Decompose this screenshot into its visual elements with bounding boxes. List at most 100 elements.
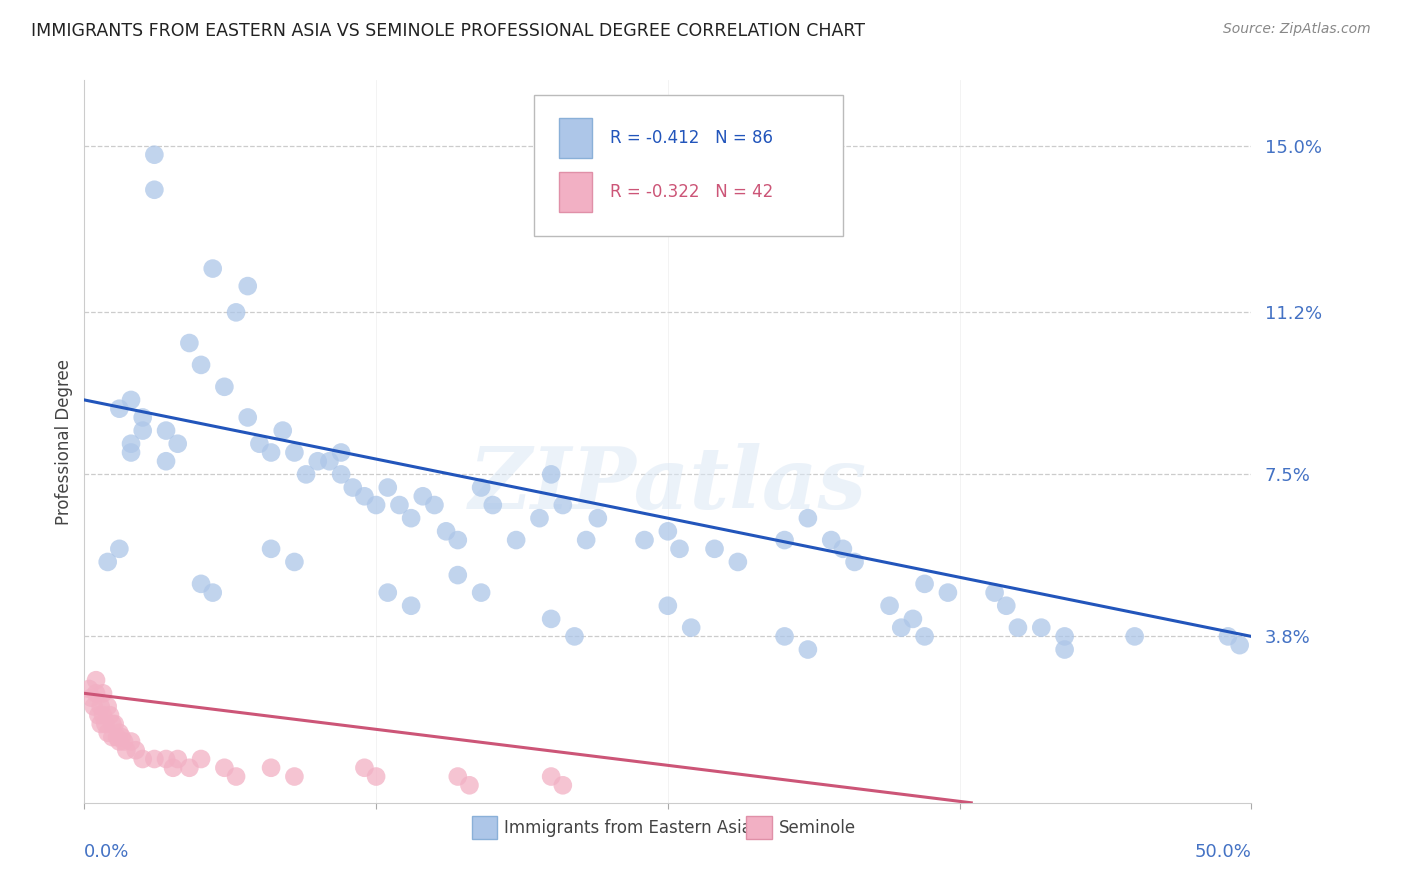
Bar: [747, 816, 772, 838]
Point: [1031, 621, 1053, 635]
Point: [914, 577, 936, 591]
Text: Source: ZipAtlas.com: Source: ZipAtlas.com: [1223, 22, 1371, 37]
Text: ZIPatlas: ZIPatlas: [468, 443, 868, 526]
Point: [143, 752, 166, 766]
Point: [132, 410, 155, 425]
Point: [90, 699, 112, 714]
Point: [115, 743, 138, 757]
Point: [97, 699, 120, 714]
Point: [353, 489, 375, 503]
Point: [434, 524, 457, 539]
Point: [155, 752, 177, 766]
Point: [318, 454, 340, 468]
Point: [505, 533, 527, 547]
Point: [120, 734, 142, 748]
Bar: [560, 172, 592, 212]
Point: [84, 686, 107, 700]
Point: [101, 717, 124, 731]
Point: [1123, 629, 1146, 643]
Point: [120, 436, 142, 450]
Point: [458, 778, 481, 792]
Point: [225, 770, 247, 784]
Point: [155, 454, 177, 468]
Point: [190, 577, 212, 591]
Point: [84, 673, 107, 688]
Point: [377, 481, 399, 495]
Point: [797, 642, 820, 657]
Point: [225, 305, 247, 319]
Point: [249, 436, 271, 450]
Point: [307, 454, 329, 468]
Point: [1053, 629, 1076, 643]
Text: 50.0%: 50.0%: [1195, 843, 1251, 861]
Point: [201, 585, 224, 599]
Point: [330, 445, 353, 459]
Point: [214, 380, 236, 394]
Text: 0.0%: 0.0%: [84, 843, 129, 861]
Point: [260, 445, 283, 459]
Point: [820, 533, 842, 547]
Point: [295, 467, 318, 482]
Text: Seminole: Seminole: [779, 819, 856, 837]
Point: [657, 599, 679, 613]
Point: [797, 511, 820, 525]
Point: [94, 717, 117, 731]
Point: [108, 734, 131, 748]
Point: [366, 770, 388, 784]
Point: [91, 686, 114, 700]
Point: [447, 533, 470, 547]
Point: [120, 445, 142, 459]
Point: [399, 511, 422, 525]
Point: [936, 585, 959, 599]
Point: [529, 511, 551, 525]
Point: [1229, 638, 1251, 652]
Bar: [560, 119, 592, 158]
Point: [125, 743, 148, 757]
Point: [190, 752, 212, 766]
Point: [260, 761, 283, 775]
Point: [575, 533, 598, 547]
Point: [271, 424, 294, 438]
Point: [681, 621, 703, 635]
Point: [162, 761, 184, 775]
Point: [283, 770, 305, 784]
Point: [773, 629, 796, 643]
Point: [983, 585, 1005, 599]
Point: [879, 599, 901, 613]
Point: [727, 555, 749, 569]
Point: [108, 541, 131, 556]
Point: [353, 761, 375, 775]
Point: [832, 541, 855, 556]
Point: [342, 481, 364, 495]
Point: [1053, 642, 1076, 657]
Point: [540, 770, 562, 784]
Point: [105, 730, 128, 744]
Point: [901, 612, 924, 626]
Point: [214, 761, 236, 775]
Point: [236, 410, 259, 425]
Point: [470, 585, 492, 599]
Point: [481, 498, 505, 512]
Point: [101, 730, 124, 744]
Point: [330, 467, 353, 482]
Text: R = -0.322   N = 42: R = -0.322 N = 42: [610, 183, 773, 202]
Point: [586, 511, 609, 525]
Point: [773, 533, 796, 547]
Point: [190, 358, 212, 372]
Point: [844, 555, 866, 569]
Point: [104, 717, 127, 731]
Point: [564, 629, 586, 643]
Point: [914, 629, 936, 643]
Point: [703, 541, 725, 556]
Point: [77, 681, 100, 696]
Point: [399, 599, 422, 613]
Point: [236, 279, 259, 293]
Point: [97, 725, 120, 739]
Point: [283, 555, 305, 569]
Point: [91, 708, 114, 723]
Point: [1007, 621, 1029, 635]
Point: [366, 498, 388, 512]
Point: [90, 717, 112, 731]
Point: [179, 761, 201, 775]
Text: IMMIGRANTS FROM EASTERN ASIA VS SEMINOLE PROFESSIONAL DEGREE CORRELATION CHART: IMMIGRANTS FROM EASTERN ASIA VS SEMINOLE…: [31, 22, 865, 40]
